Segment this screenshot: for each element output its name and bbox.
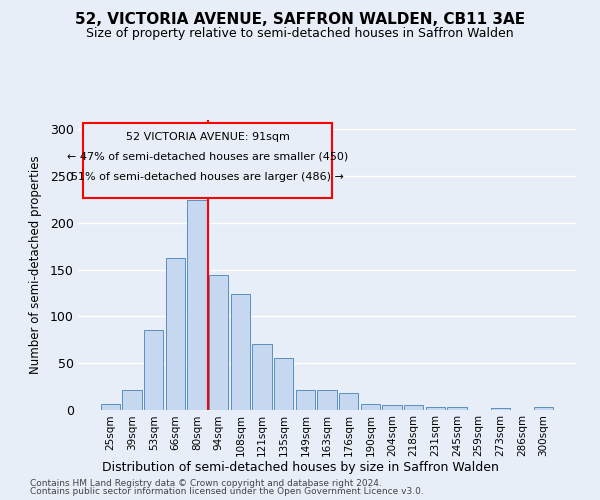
Bar (534, 407, 553, 410)
Text: ← 47% of semi-detached houses are smaller (450): ← 47% of semi-detached houses are smalle… (67, 152, 348, 162)
Bar (382, 406, 402, 410)
Bar (144, 330, 163, 410)
Text: Distribution of semi-detached houses by size in Saffron Walden: Distribution of semi-detached houses by … (101, 461, 499, 474)
Text: Contains HM Land Registry data © Crown copyright and database right 2024.: Contains HM Land Registry data © Crown c… (30, 478, 382, 488)
Text: 51% of semi-detached houses are larger (486) →: 51% of semi-detached houses are larger (… (71, 172, 344, 182)
Text: Size of property relative to semi-detached houses in Saffron Walden: Size of property relative to semi-detach… (86, 28, 514, 40)
Text: 52, VICTORIA AVENUE, SAFFRON WALDEN, CB11 3AE: 52, VICTORIA AVENUE, SAFFRON WALDEN, CB1… (75, 12, 525, 28)
Bar (166, 258, 185, 410)
Bar (209, 276, 229, 410)
Text: Contains public sector information licensed under the Open Government Licence v3: Contains public sector information licen… (30, 487, 424, 496)
Y-axis label: Number of semi-detached properties: Number of semi-detached properties (29, 156, 41, 374)
Bar (101, 404, 120, 410)
Bar (230, 294, 250, 410)
Bar (317, 390, 337, 410)
Bar (404, 406, 424, 410)
Bar (187, 200, 207, 410)
Bar (122, 390, 142, 410)
Bar (425, 407, 445, 410)
Bar (339, 393, 358, 410)
Bar (447, 407, 467, 410)
FancyBboxPatch shape (83, 123, 332, 198)
Text: 52 VICTORIA AVENUE: 91sqm: 52 VICTORIA AVENUE: 91sqm (125, 132, 289, 141)
Bar (491, 408, 510, 410)
Bar (361, 404, 380, 410)
Bar (296, 390, 315, 410)
Bar (252, 344, 272, 410)
Bar (274, 358, 293, 410)
